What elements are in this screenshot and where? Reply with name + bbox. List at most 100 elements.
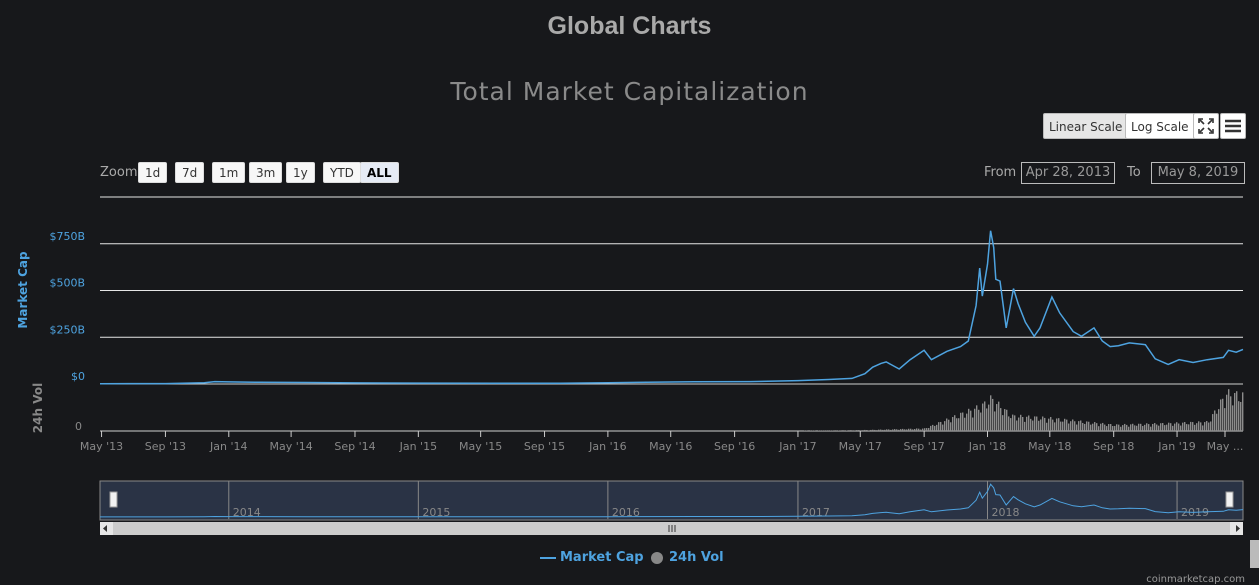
volume-bar: [984, 401, 985, 431]
y-tick-label: $250B: [49, 323, 85, 336]
volume-bar: [844, 430, 845, 431]
x-tick-label: Sep '15: [524, 440, 565, 453]
volume-bar: [1222, 399, 1223, 431]
volume-bar: [1206, 421, 1207, 431]
volume-bar: [1180, 426, 1181, 431]
volume-bar: [1188, 424, 1189, 431]
volume-bar: [940, 422, 941, 431]
x-tick-label: Jan '18: [968, 440, 1006, 453]
volume-bar: [966, 414, 967, 431]
volume-bar: [882, 430, 883, 431]
volume-bar: [1212, 414, 1213, 431]
volume-bar: [868, 430, 869, 431]
volume-bar: [820, 430, 821, 431]
volume-bar: [990, 395, 991, 431]
volume-bar: [932, 425, 933, 431]
volume-bar: [978, 410, 979, 431]
volume-bar: [952, 417, 953, 431]
credit-link[interactable]: coinmarketcap.com: [1146, 574, 1245, 585]
y-tick-label: $500B: [49, 277, 85, 290]
legend-volume[interactable]: 24h Vol: [651, 550, 724, 565]
volume-bar: [1078, 421, 1079, 431]
volume-bar: [1142, 426, 1143, 431]
x-tick-label: May '13: [80, 440, 123, 453]
legend-volume-label: 24h Vol: [669, 550, 724, 565]
navigator-right-handle[interactable]: [1226, 492, 1233, 507]
volume-bar: [1164, 425, 1165, 431]
volume-bar: [946, 419, 947, 431]
x-tick-label: May ...: [1207, 440, 1244, 453]
volume-bar: [900, 429, 901, 431]
volume-bar: [864, 430, 865, 431]
volume-bar: [1080, 420, 1081, 431]
page-scrollbar[interactable]: [1250, 540, 1259, 568]
volume-bar: [976, 405, 977, 431]
volume-bar: [896, 429, 897, 431]
volume-bar: [1054, 422, 1055, 431]
volume-bar: [1228, 389, 1229, 431]
volume-bar: [1112, 426, 1113, 431]
navigator-left-handle[interactable]: [110, 492, 117, 507]
navigator-tick-label: 2018: [991, 506, 1019, 519]
legend-market-cap-label: Market Cap: [560, 550, 644, 565]
volume-bar: [1208, 423, 1209, 431]
volume-bar: [826, 430, 827, 431]
volume-bar: [920, 430, 921, 431]
vol-axis-title: 24h Vol: [31, 383, 45, 433]
volume-bar: [1104, 425, 1105, 431]
volume-bar: [888, 429, 889, 431]
volume-bar: [1216, 414, 1217, 431]
volume-bar: [884, 430, 885, 431]
volume-bar: [1128, 427, 1129, 431]
volume-bar: [1140, 424, 1141, 431]
volume-bar: [1032, 421, 1033, 431]
volume-bar: [1114, 426, 1115, 431]
volume-bar: [1052, 420, 1053, 431]
x-tick-label: May '16: [649, 440, 692, 453]
volume-bar: [1122, 425, 1123, 431]
volume-bar: [1224, 408, 1225, 431]
volume-bar: [874, 430, 875, 431]
volume-bar: [1044, 418, 1045, 431]
volume-bar: [1090, 425, 1091, 431]
volume-bar: [1200, 422, 1201, 431]
volume-bar: [878, 430, 879, 431]
navigator-mask: [100, 481, 1243, 520]
volume-bar: [1144, 425, 1145, 431]
volume-bar: [924, 428, 925, 431]
legend-dot-icon: [651, 552, 663, 564]
volume-bar: [1098, 426, 1099, 431]
volume-bar: [1172, 426, 1173, 431]
volume-bar: [1184, 422, 1185, 431]
volume-bar: [1220, 399, 1221, 431]
x-tick-label: Jan '19: [1157, 440, 1195, 453]
navigator-scrollbar[interactable]: [100, 522, 1243, 535]
x-tick-label: Sep '16: [714, 440, 755, 453]
volume-bar: [1236, 391, 1237, 431]
volume-bar: [980, 413, 981, 431]
volume-bar: [1066, 420, 1067, 431]
volume-bar: [1226, 395, 1227, 431]
volume-bar: [880, 430, 881, 431]
volume-bar: [1196, 423, 1197, 431]
x-tick-label: May '15: [459, 440, 502, 453]
x-tick-label: Sep '17: [904, 440, 945, 453]
volume-bar: [1082, 423, 1083, 431]
volume-bar: [854, 430, 855, 431]
volume-bar: [994, 411, 995, 431]
volume-bar: [944, 421, 945, 431]
volume-bar: [970, 411, 971, 431]
x-tick-label: Sep '18: [1093, 440, 1134, 453]
volume-bar: [964, 418, 965, 431]
volume-bar: [1034, 416, 1035, 431]
volume-bar: [858, 430, 859, 431]
volume-bar: [926, 428, 927, 431]
volume-bar: [1006, 410, 1007, 431]
volume-bar: [914, 429, 915, 431]
volume-bar: [850, 430, 851, 431]
volume-bar: [1156, 425, 1157, 431]
volume-bar: [1068, 424, 1069, 431]
legend-market-cap[interactable]: Market Cap: [540, 550, 644, 565]
volume-bar: [1132, 424, 1133, 431]
